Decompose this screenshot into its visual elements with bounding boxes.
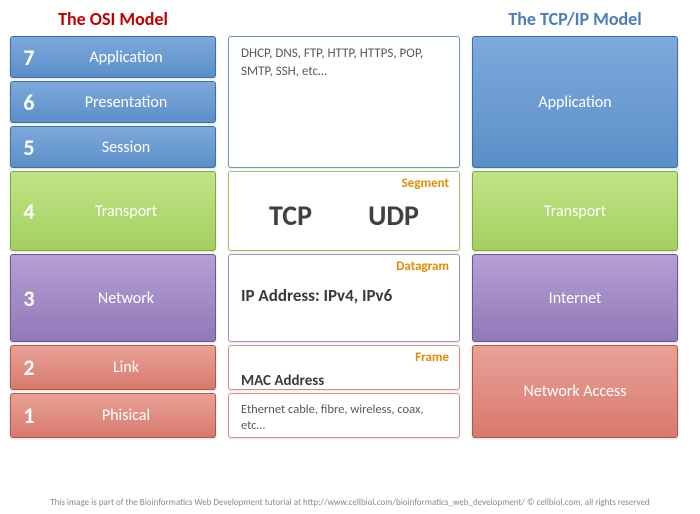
protocols-physical-box: Ethernet cable, fibre, wireless, coax, e… [228, 393, 460, 438]
protocols-transport-box: Segment TCP UDP [228, 171, 460, 251]
osi-layer-label: Link [47, 358, 215, 377]
physical-media-text: Ethernet cable, fibre, wireless, coax, e… [241, 402, 447, 435]
diagram-container: The OSI Model 7Application6Presentation5… [0, 0, 700, 488]
osi-layer-number: 2 [11, 354, 47, 381]
middle-column: DHCP, DNS, FTP, HTTP, HTTPS, POP, SMTP, … [228, 8, 460, 488]
footer-attribution: This image is part of the Bioinformatics… [0, 497, 700, 508]
osi-layer-number: 6 [11, 89, 47, 116]
tcpip-title: The TCP/IP Model [472, 8, 678, 36]
datagram-tag: Datagram [396, 259, 449, 274]
osi-layer-3: 3Network [10, 254, 216, 342]
osi-layer-7: 7Application [10, 36, 216, 78]
osi-layer-4: 4Transport [10, 171, 216, 251]
osi-layer-label: Transport [47, 202, 215, 221]
tcpip-layer-label: Application [538, 93, 611, 112]
osi-column: The OSI Model 7Application6Presentation5… [10, 8, 216, 488]
osi-title: The OSI Model [10, 8, 216, 36]
osi-layer-label: Session [47, 138, 215, 157]
tcpip-layer-0: Application [472, 36, 678, 168]
segment-tag: Segment [402, 176, 449, 191]
osi-layer-1: 1Phisical [10, 393, 216, 438]
osi-stack: 7Application6Presentation5Session4Transp… [10, 36, 216, 488]
mid-stack: DHCP, DNS, FTP, HTTP, HTTPS, POP, SMTP, … [228, 36, 460, 488]
protocols-application-box: DHCP, DNS, FTP, HTTP, HTTPS, POP, SMTP, … [228, 36, 460, 168]
osi-layer-label: Presentation [47, 93, 215, 112]
osi-layer-label: Network [47, 289, 215, 308]
tcpip-column: The TCP/IP Model Application Transport Int… [472, 8, 678, 488]
protocols-application-text: DHCP, DNS, FTP, HTTP, HTTPS, POP, SMTP, … [241, 45, 447, 80]
protocols-network-box: Datagram IP Address: IPv4, IPv6 [228, 254, 460, 342]
tcpip-layer-label: Transport [544, 202, 606, 221]
tcpip-layer-label: Network Access [523, 382, 626, 401]
frame-tag: Frame [415, 350, 449, 365]
osi-layer-6: 6Presentation [10, 81, 216, 123]
osi-layer-number: 7 [11, 44, 47, 71]
osi-layer-label: Phisical [47, 406, 215, 425]
osi-layer-number: 3 [11, 285, 47, 312]
osi-layer-number: 1 [11, 402, 47, 429]
tcpip-layer-label: Internet [549, 289, 602, 308]
osi-layer-5: 5Session [10, 126, 216, 168]
osi-layer-label: Application [47, 48, 215, 67]
tcpip-layer-3: Network Access [472, 345, 678, 438]
osi-layer-number: 4 [11, 198, 47, 225]
osi-layer-number: 5 [11, 134, 47, 161]
tcp-label: TCP [269, 198, 312, 233]
protocols-link-box: Frame MAC Address [228, 345, 460, 390]
tcpip-stack: Application Transport Internet Network Acce… [472, 36, 678, 488]
udp-label: UDP [368, 198, 419, 233]
tcpip-layer-1: Transport [472, 171, 678, 251]
tcpip-layer-2: Internet [472, 254, 678, 342]
mid-title-spacer [228, 8, 460, 36]
osi-layer-2: 2Link [10, 345, 216, 390]
